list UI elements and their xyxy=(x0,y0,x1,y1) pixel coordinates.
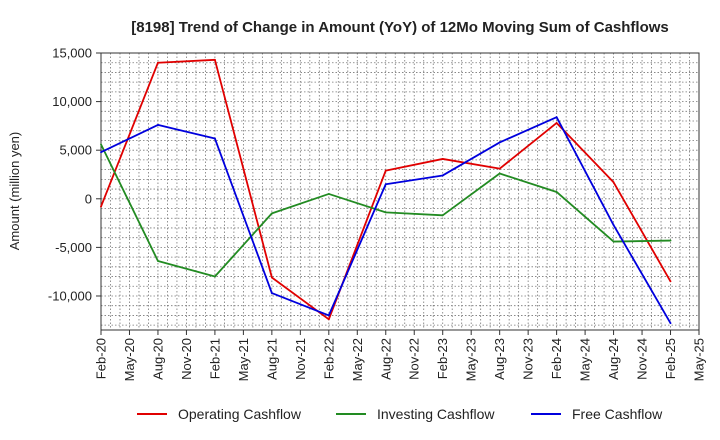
x-tick-label: Nov-24 xyxy=(635,338,650,380)
y-tick-label: 0 xyxy=(85,191,92,206)
data-point xyxy=(498,141,501,144)
x-tick-label: Nov-22 xyxy=(407,338,422,380)
x-tick-label: Aug-22 xyxy=(378,338,393,380)
data-point xyxy=(555,122,558,124)
y-tick-label: 15,000 xyxy=(52,46,92,61)
data-point xyxy=(441,214,444,217)
x-tick-label: Feb-24 xyxy=(549,338,564,379)
data-point xyxy=(327,193,330,195)
x-tick-label: Aug-21 xyxy=(264,338,279,380)
data-point xyxy=(157,124,159,126)
x-tick-label: Nov-20 xyxy=(179,338,194,380)
x-tick-label: May-23 xyxy=(464,338,479,381)
y-tick-label: -5,000 xyxy=(55,240,92,255)
y-axis-label: Amount (million yen) xyxy=(7,132,22,251)
x-tick-label: Feb-20 xyxy=(94,338,109,379)
data-point xyxy=(612,181,615,184)
data-point xyxy=(327,318,330,321)
grid-lines xyxy=(100,52,700,330)
plot-frame xyxy=(100,52,700,331)
data-point xyxy=(214,275,216,278)
data-point xyxy=(327,314,330,317)
data-point xyxy=(100,143,102,146)
x-tick-label: May-24 xyxy=(578,338,593,381)
x-tick-label: May-25 xyxy=(692,338,707,381)
y-tick-label: 5,000 xyxy=(59,143,92,158)
data-point xyxy=(669,280,672,283)
x-tick-label: Aug-24 xyxy=(606,338,621,380)
data-point xyxy=(100,151,102,154)
y-tick-label: 10,000 xyxy=(52,94,92,109)
x-tick-label: Nov-21 xyxy=(293,338,308,380)
x-tick-label: Feb-25 xyxy=(663,338,678,379)
data-point xyxy=(669,239,672,242)
x-tick-label: Feb-22 xyxy=(321,338,336,379)
legend: Operating Cashflow Investing Cashflow Free… xyxy=(137,406,663,422)
data-point xyxy=(441,174,444,177)
x-tick-label: May-22 xyxy=(350,338,365,381)
data-point xyxy=(157,61,159,64)
data-point xyxy=(214,58,216,61)
x-tick-label: May-21 xyxy=(236,338,251,381)
data-point xyxy=(270,212,273,215)
data-point xyxy=(270,276,273,279)
y-tick-label: -10,000 xyxy=(48,288,92,303)
data-point xyxy=(441,158,444,160)
data-point xyxy=(555,116,558,119)
legend-label: Operating Cashflow xyxy=(178,406,302,422)
data-point xyxy=(498,172,501,175)
data-point xyxy=(384,183,387,186)
x-tick-label: Aug-23 xyxy=(492,338,507,380)
data-point xyxy=(669,322,672,325)
x-tick-label: May-20 xyxy=(122,338,137,381)
x-tick-label: Feb-21 xyxy=(207,338,222,379)
data-point xyxy=(214,137,216,140)
data-point xyxy=(270,292,273,294)
x-tick-label: Aug-20 xyxy=(150,338,165,380)
data-point xyxy=(384,211,387,214)
x-tick-label: Nov-23 xyxy=(521,338,536,380)
data-point xyxy=(555,191,558,193)
data-point xyxy=(100,205,102,208)
data-point xyxy=(384,169,387,172)
legend-label: Free Cashflow xyxy=(572,406,663,422)
x-tick-label: Feb-23 xyxy=(435,338,450,379)
data-point xyxy=(612,224,615,226)
series-lines xyxy=(100,58,672,325)
chart-title: [8198] Trend of Change in Amount (YoY) o… xyxy=(131,19,669,36)
axes: 15,000 10,000 5,000 0 -5,000 -10,000 Feb-20 May… xyxy=(48,46,707,382)
data-point xyxy=(498,167,501,170)
data-point xyxy=(612,240,615,243)
data-point xyxy=(157,260,159,262)
legend-label: Investing Cashflow xyxy=(377,406,495,422)
